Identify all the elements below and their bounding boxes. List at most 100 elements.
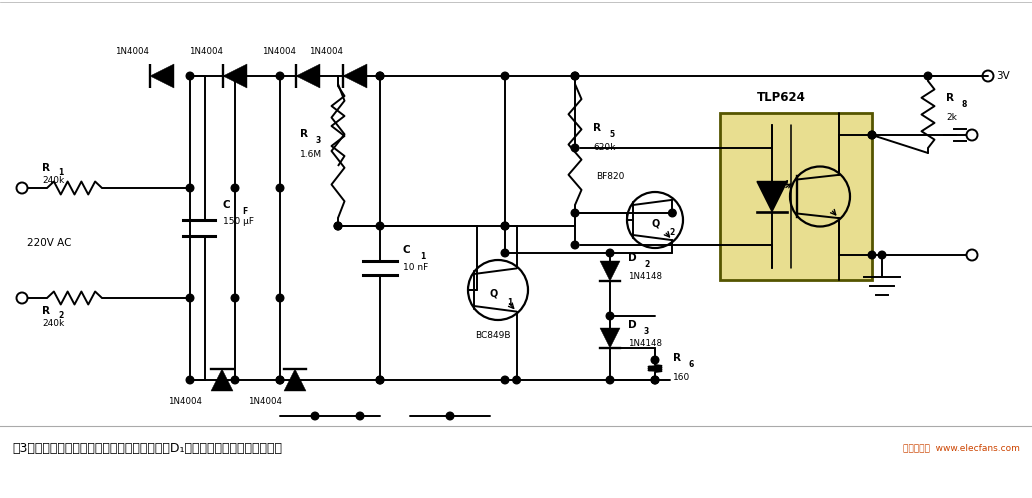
- Circle shape: [312, 412, 319, 420]
- Text: R: R: [673, 353, 681, 363]
- Text: 5: 5: [609, 129, 614, 138]
- Text: F: F: [241, 207, 248, 216]
- Circle shape: [868, 251, 876, 259]
- Text: 2: 2: [58, 311, 63, 320]
- Text: 1N4004: 1N4004: [189, 47, 223, 56]
- Circle shape: [334, 222, 342, 230]
- Circle shape: [651, 376, 658, 384]
- Circle shape: [925, 72, 932, 80]
- Circle shape: [231, 72, 238, 80]
- Text: C: C: [223, 200, 230, 210]
- Text: D: D: [628, 320, 637, 330]
- Circle shape: [606, 312, 614, 320]
- Circle shape: [571, 209, 579, 217]
- Text: 160: 160: [673, 373, 690, 382]
- Circle shape: [651, 356, 658, 364]
- Text: 8: 8: [962, 100, 967, 109]
- Text: D: D: [628, 253, 637, 263]
- Circle shape: [502, 376, 509, 384]
- Text: 2k: 2k: [946, 113, 957, 122]
- Text: 1N4004: 1N4004: [115, 47, 149, 56]
- Polygon shape: [600, 328, 620, 348]
- Circle shape: [277, 294, 284, 302]
- Polygon shape: [757, 181, 787, 212]
- Polygon shape: [223, 64, 247, 88]
- Circle shape: [377, 72, 384, 80]
- Polygon shape: [211, 369, 233, 391]
- Circle shape: [571, 72, 579, 80]
- Circle shape: [377, 72, 384, 80]
- Text: 620k: 620k: [593, 142, 615, 151]
- Circle shape: [377, 376, 384, 384]
- Text: R: R: [946, 93, 954, 103]
- Circle shape: [231, 376, 238, 384]
- Text: 240k: 240k: [42, 176, 64, 185]
- Text: C: C: [404, 245, 411, 255]
- Text: 150 μF: 150 μF: [223, 217, 254, 226]
- Circle shape: [606, 376, 614, 384]
- Circle shape: [277, 184, 284, 192]
- Text: 1: 1: [508, 297, 513, 306]
- Text: 3: 3: [644, 327, 649, 336]
- Text: 1N4148: 1N4148: [628, 339, 662, 348]
- Circle shape: [502, 222, 509, 230]
- Text: TLP624: TLP624: [756, 91, 805, 104]
- Polygon shape: [296, 64, 320, 88]
- Text: R: R: [300, 129, 308, 139]
- Circle shape: [571, 72, 579, 80]
- Circle shape: [186, 184, 194, 192]
- Circle shape: [356, 412, 364, 420]
- Text: 3: 3: [316, 136, 321, 145]
- Circle shape: [502, 72, 509, 80]
- Polygon shape: [600, 261, 620, 281]
- Circle shape: [651, 376, 658, 384]
- Polygon shape: [284, 369, 307, 391]
- Text: 240k: 240k: [42, 319, 64, 328]
- Circle shape: [446, 412, 454, 420]
- Text: 图3，本设计的另一种变型，表示如何在不要求D₁最小反向电流情况下的方法。: 图3，本设计的另一种变型，表示如何在不要求D₁最小反向电流情况下的方法。: [12, 442, 282, 455]
- Circle shape: [502, 222, 509, 230]
- FancyBboxPatch shape: [720, 113, 872, 280]
- Circle shape: [669, 209, 676, 217]
- Text: 6: 6: [689, 360, 695, 369]
- Text: 1: 1: [58, 168, 63, 177]
- Polygon shape: [343, 64, 367, 88]
- Circle shape: [513, 376, 520, 384]
- Circle shape: [186, 294, 194, 302]
- Text: 3V: 3V: [996, 71, 1009, 81]
- Text: 220V AC: 220V AC: [27, 238, 71, 248]
- Text: 电子发烧友  www.elecfans.com: 电子发烧友 www.elecfans.com: [903, 444, 1020, 453]
- Text: 1N4004: 1N4004: [309, 47, 343, 56]
- Circle shape: [277, 376, 284, 384]
- Circle shape: [377, 222, 384, 230]
- Text: 2: 2: [670, 228, 675, 237]
- Circle shape: [571, 144, 579, 152]
- Circle shape: [334, 222, 342, 230]
- Circle shape: [571, 241, 579, 249]
- Text: 1N4004: 1N4004: [168, 397, 202, 406]
- Text: Q: Q: [652, 218, 660, 228]
- Text: R: R: [593, 123, 601, 132]
- Text: 10 nF: 10 nF: [404, 263, 428, 272]
- Text: Q: Q: [490, 288, 498, 298]
- Text: R: R: [42, 306, 50, 316]
- Text: R: R: [42, 163, 50, 173]
- Circle shape: [231, 294, 238, 302]
- Circle shape: [377, 376, 384, 384]
- Text: 1N4004: 1N4004: [262, 47, 296, 56]
- Circle shape: [868, 131, 876, 139]
- Text: 1.6M: 1.6M: [300, 150, 322, 159]
- Circle shape: [502, 249, 509, 257]
- Text: BF820: BF820: [595, 172, 624, 181]
- Circle shape: [878, 251, 885, 259]
- Text: 2: 2: [644, 260, 649, 269]
- Text: 1N4004: 1N4004: [248, 397, 282, 406]
- Text: 1: 1: [420, 252, 425, 261]
- Text: BC849B: BC849B: [476, 331, 511, 340]
- Circle shape: [606, 249, 614, 257]
- Circle shape: [186, 376, 194, 384]
- Circle shape: [277, 72, 284, 80]
- Text: 1N4148: 1N4148: [628, 272, 662, 281]
- Circle shape: [277, 376, 284, 384]
- Circle shape: [186, 72, 194, 80]
